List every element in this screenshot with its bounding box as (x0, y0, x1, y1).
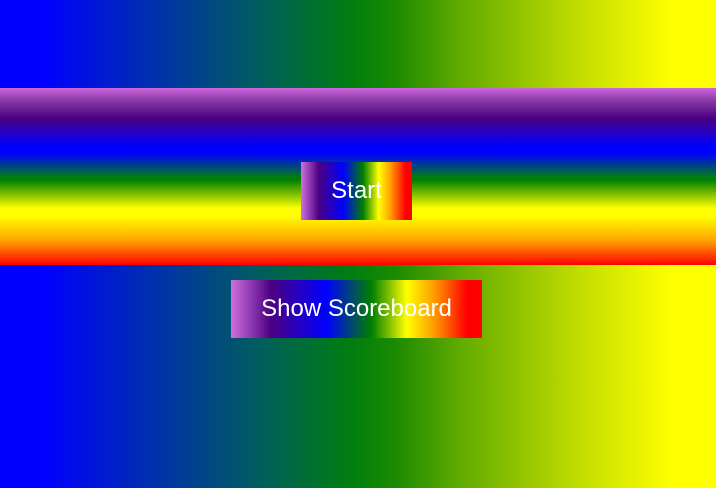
show-scoreboard-button[interactable]: Show Scoreboard (231, 280, 482, 338)
start-button[interactable]: Start (301, 162, 412, 220)
